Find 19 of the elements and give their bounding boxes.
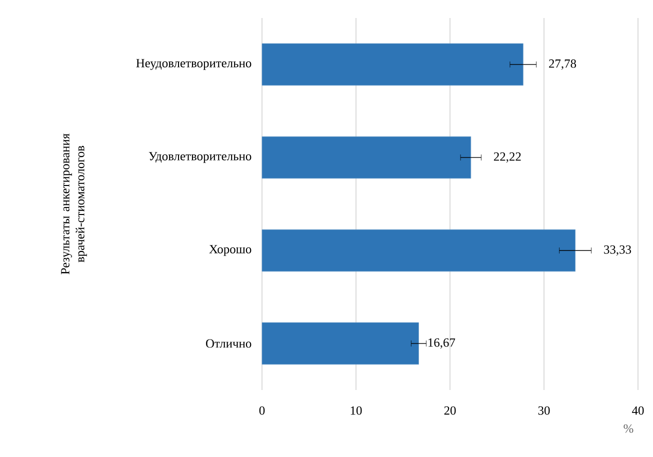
- y-tick-label: Удовлетворительно: [148, 152, 252, 163]
- y-axis-title: Результаты анкетирования врачей-стиоматологов: [61, 134, 87, 274]
- y-tick-label: Неудовлетворительно: [136, 59, 252, 70]
- bar: [262, 322, 419, 365]
- data-label: 22,22: [494, 152, 521, 163]
- data-label: 16,67: [428, 338, 456, 349]
- x-tick-label: 30: [538, 406, 550, 415]
- data-label: 27,78: [549, 59, 576, 70]
- x-tick-label: 10: [350, 406, 362, 415]
- y-tick-label: Хорошо: [209, 245, 252, 256]
- x-axis-title: %: [624, 424, 634, 433]
- bar: [262, 136, 472, 179]
- bar: [262, 229, 576, 272]
- x-tick-label: 40: [632, 406, 644, 415]
- y-tick-label: Отлично: [206, 339, 252, 348]
- x-tick-label: 0: [259, 406, 265, 415]
- x-tick-label: 20: [444, 406, 456, 415]
- data-label: 33,33: [604, 245, 632, 256]
- bar: [262, 43, 524, 86]
